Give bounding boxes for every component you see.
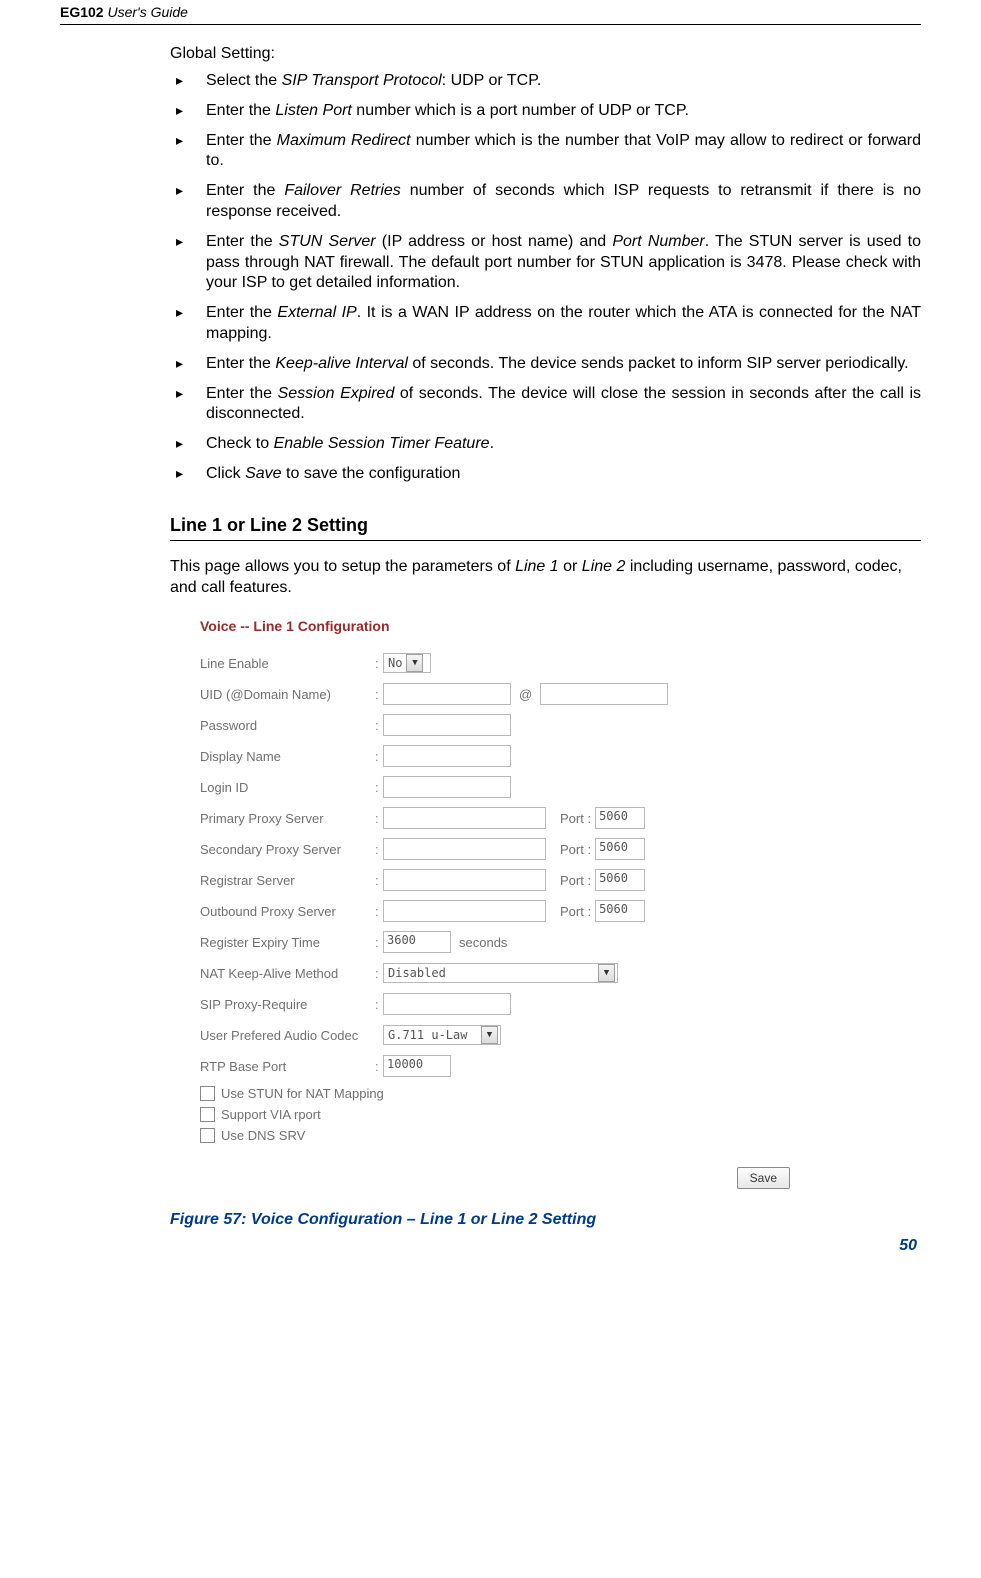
rtp-label: RTP Base Port	[200, 1059, 375, 1074]
display-name-label: Display Name	[200, 749, 375, 764]
config-panel: Voice -- Line 1 Configuration Line Enabl…	[200, 618, 790, 1189]
config-title: Voice -- Line 1 Configuration	[200, 618, 790, 634]
header-title: EG102 User's Guide	[60, 4, 188, 20]
chevron-down-icon: ▼	[598, 964, 615, 982]
sip-proxy-req-label: SIP Proxy-Require	[200, 997, 375, 1012]
save-button[interactable]: Save	[737, 1167, 790, 1189]
primary-proxy-port[interactable]: 5060	[595, 807, 645, 829]
line-enable-select[interactable]: No▼	[383, 653, 431, 673]
primary-proxy-input[interactable]	[383, 807, 546, 829]
outbound-proxy-port[interactable]: 5060	[595, 900, 645, 922]
page-number: 50	[60, 1237, 921, 1255]
dns-checkbox-label: Use DNS SRV	[221, 1128, 305, 1143]
bullet-list: Select the SIP Transport Protocol: UDP o…	[170, 71, 921, 485]
bullet-item: Enter the STUN Server (IP address or hos…	[170, 232, 921, 294]
at-symbol: @	[519, 687, 532, 702]
nat-label: NAT Keep-Alive Method	[200, 966, 375, 981]
seconds-unit: seconds	[459, 935, 507, 950]
sip-proxy-req-input[interactable]	[383, 993, 511, 1015]
port-label: Port :	[560, 811, 591, 826]
port-label: Port :	[560, 842, 591, 857]
intro-text: Global Setting:	[170, 45, 921, 63]
secondary-proxy-port[interactable]: 5060	[595, 838, 645, 860]
bullet-item: Enter the Keep-alive Interval of seconds…	[170, 354, 921, 375]
outbound-proxy-label: Outbound Proxy Server	[200, 904, 375, 919]
bullet-item: Select the SIP Transport Protocol: UDP o…	[170, 71, 921, 92]
reg-expiry-label: Register Expiry Time	[200, 935, 375, 950]
domain-input[interactable]	[540, 683, 668, 705]
bullet-item: Enter the Session Expired of seconds. Th…	[170, 384, 921, 426]
figure-caption: Figure 57: Voice Configuration – Line 1 …	[170, 1211, 921, 1229]
password-label: Password	[200, 718, 375, 733]
uid-label: UID (@Domain Name)	[200, 687, 375, 702]
password-input[interactable]	[383, 714, 511, 736]
nat-select[interactable]: Disabled▼	[383, 963, 618, 983]
bullet-item: Enter the Listen Port number which is a …	[170, 101, 921, 122]
stun-checkbox[interactable]	[200, 1086, 215, 1101]
outbound-proxy-input[interactable]	[383, 900, 546, 922]
display-name-input[interactable]	[383, 745, 511, 767]
dns-checkbox[interactable]	[200, 1128, 215, 1143]
secondary-proxy-label: Secondary Proxy Server	[200, 842, 375, 857]
registrar-port[interactable]: 5060	[595, 869, 645, 891]
port-label: Port :	[560, 873, 591, 888]
line-enable-label: Line Enable	[200, 656, 375, 671]
bullet-item: Enter the External IP. It is a WAN IP ad…	[170, 303, 921, 345]
reg-expiry-input[interactable]: 3600	[383, 931, 451, 953]
codec-label: User Prefered Audio Codec	[200, 1028, 383, 1043]
bullet-item: Enter the Failover Retries number of sec…	[170, 181, 921, 223]
rtp-input[interactable]: 10000	[383, 1055, 451, 1077]
chevron-down-icon: ▼	[406, 654, 423, 672]
uid-input[interactable]	[383, 683, 511, 705]
login-id-label: Login ID	[200, 780, 375, 795]
bullet-item: Enter the Maximum Redirect number which …	[170, 131, 921, 173]
registrar-label: Registrar Server	[200, 873, 375, 888]
page-header: EG102 User's Guide	[60, 0, 921, 25]
login-id-input[interactable]	[383, 776, 511, 798]
chevron-down-icon: ▼	[481, 1026, 498, 1044]
section-body: This page allows you to setup the parame…	[170, 557, 921, 599]
via-checkbox-label: Support VIA rport	[221, 1107, 321, 1122]
codec-select[interactable]: G.711 u-Law▼	[383, 1025, 501, 1045]
primary-proxy-label: Primary Proxy Server	[200, 811, 375, 826]
secondary-proxy-input[interactable]	[383, 838, 546, 860]
port-label: Port :	[560, 904, 591, 919]
via-checkbox[interactable]	[200, 1107, 215, 1122]
stun-checkbox-label: Use STUN for NAT Mapping	[221, 1086, 384, 1101]
registrar-input[interactable]	[383, 869, 546, 891]
bullet-item: Check to Enable Session Timer Feature.	[170, 434, 921, 455]
section-heading: Line 1 or Line 2 Setting	[170, 515, 921, 541]
bullet-item: Click Save to save the configuration	[170, 464, 921, 485]
